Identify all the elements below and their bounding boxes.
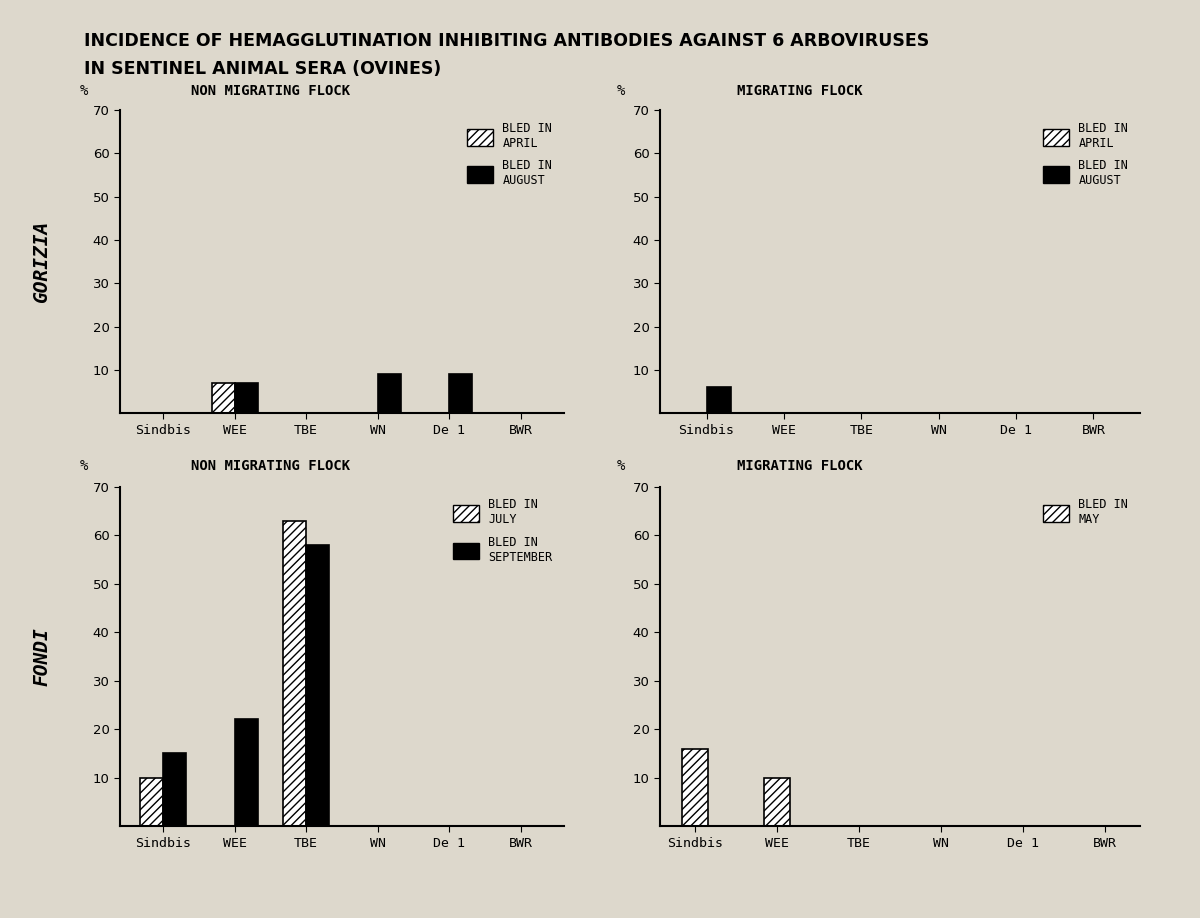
Bar (235, 383, 258, 413)
Bar (378, 375, 401, 413)
Legend: BLED IN
APRIL, BLED IN
AUGUST: BLED IN APRIL, BLED IN AUGUST (461, 116, 558, 194)
Text: %: % (617, 459, 625, 473)
Text: NON MIGRATING FLOCK: NON MIGRATING FLOCK (191, 459, 350, 473)
Bar (682, 748, 708, 826)
Text: %: % (80, 459, 89, 473)
Bar (140, 778, 163, 826)
Text: %: % (617, 84, 625, 98)
Text: FONDI: FONDI (32, 627, 52, 686)
Bar (449, 375, 473, 413)
Bar (235, 720, 258, 826)
Text: NON MIGRATING FLOCK: NON MIGRATING FLOCK (191, 84, 350, 98)
Legend: BLED IN
APRIL, BLED IN
AUGUST: BLED IN APRIL, BLED IN AUGUST (1037, 116, 1134, 194)
Bar (306, 544, 329, 826)
Text: %: % (80, 84, 89, 98)
Bar (163, 754, 186, 826)
Bar (283, 521, 306, 826)
Bar (707, 387, 731, 413)
Bar (764, 778, 790, 826)
Text: GORIZIA: GORIZIA (32, 220, 52, 303)
Bar (211, 383, 235, 413)
Text: MIGRATING FLOCK: MIGRATING FLOCK (737, 459, 863, 473)
Text: MIGRATING FLOCK: MIGRATING FLOCK (737, 84, 863, 98)
Text: INCIDENCE OF HEMAGGLUTINATION INHIBITING ANTIBODIES AGAINST 6 ARBOVIRUSES: INCIDENCE OF HEMAGGLUTINATION INHIBITING… (84, 32, 929, 50)
Legend: BLED IN
JULY, BLED IN
SEPTEMBER: BLED IN JULY, BLED IN SEPTEMBER (446, 492, 558, 570)
Text: IN SENTINEL ANIMAL SERA (OVINES): IN SENTINEL ANIMAL SERA (OVINES) (84, 60, 442, 78)
Legend: BLED IN
MAY: BLED IN MAY (1037, 492, 1134, 532)
